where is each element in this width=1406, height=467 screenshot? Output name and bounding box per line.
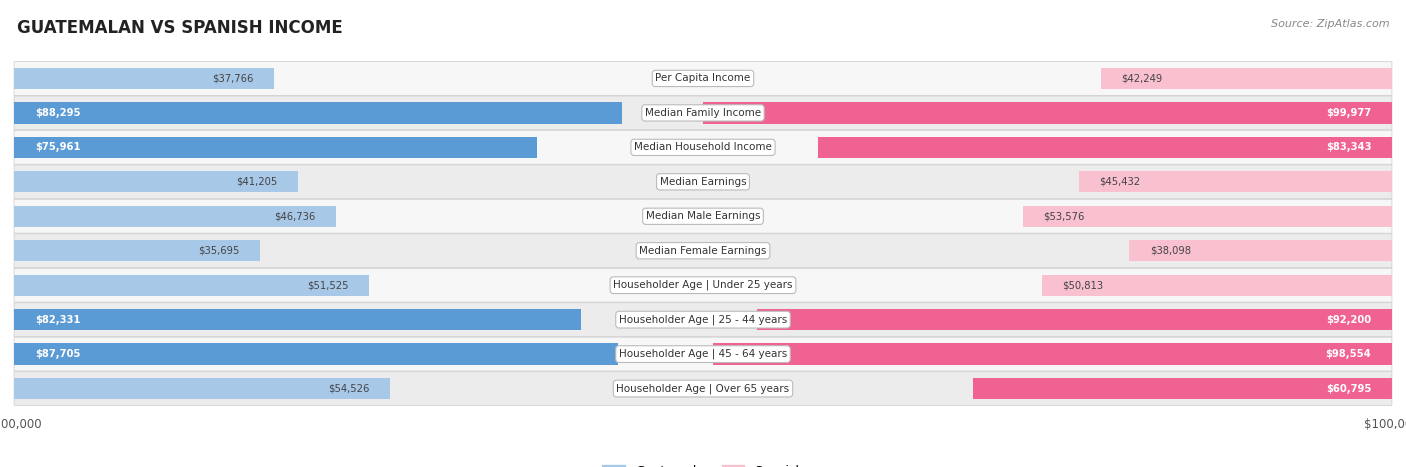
Text: $53,576: $53,576 xyxy=(1043,211,1085,221)
Text: Householder Age | 45 - 64 years: Householder Age | 45 - 64 years xyxy=(619,349,787,359)
Bar xyxy=(14,171,298,192)
Bar xyxy=(14,343,619,365)
FancyBboxPatch shape xyxy=(14,372,1392,405)
Text: GUATEMALAN VS SPANISH INCOME: GUATEMALAN VS SPANISH INCOME xyxy=(17,19,343,37)
Bar xyxy=(756,309,1392,330)
Bar xyxy=(14,378,389,399)
Text: $87,705: $87,705 xyxy=(35,349,80,359)
Legend: Guatemalan, Spanish: Guatemalan, Spanish xyxy=(598,460,808,467)
Text: Source: ZipAtlas.com: Source: ZipAtlas.com xyxy=(1271,19,1389,28)
Bar xyxy=(14,240,260,262)
Text: $83,343: $83,343 xyxy=(1326,142,1371,152)
Bar xyxy=(1101,68,1392,89)
Text: $88,295: $88,295 xyxy=(35,108,80,118)
Text: $60,795: $60,795 xyxy=(1326,383,1371,394)
Text: $98,554: $98,554 xyxy=(1326,349,1371,359)
Bar xyxy=(14,205,336,227)
Text: $75,961: $75,961 xyxy=(35,142,80,152)
Text: Median Household Income: Median Household Income xyxy=(634,142,772,152)
Text: $37,766: $37,766 xyxy=(212,73,253,84)
Bar xyxy=(1022,205,1392,227)
Bar xyxy=(14,309,581,330)
Text: Median Female Earnings: Median Female Earnings xyxy=(640,246,766,256)
Text: Householder Age | Over 65 years: Householder Age | Over 65 years xyxy=(616,383,790,394)
Bar xyxy=(1078,171,1392,192)
Text: Householder Age | 25 - 44 years: Householder Age | 25 - 44 years xyxy=(619,314,787,325)
FancyBboxPatch shape xyxy=(14,234,1392,268)
Text: Median Family Income: Median Family Income xyxy=(645,108,761,118)
Text: $41,205: $41,205 xyxy=(236,177,277,187)
Text: Householder Age | Under 25 years: Householder Age | Under 25 years xyxy=(613,280,793,290)
Text: $35,695: $35,695 xyxy=(198,246,239,256)
FancyBboxPatch shape xyxy=(14,269,1392,302)
FancyBboxPatch shape xyxy=(14,130,1392,164)
Text: Per Capita Income: Per Capita Income xyxy=(655,73,751,84)
Bar xyxy=(703,102,1392,124)
Bar xyxy=(1042,275,1392,296)
Bar xyxy=(818,137,1392,158)
Bar xyxy=(14,137,537,158)
Text: Median Earnings: Median Earnings xyxy=(659,177,747,187)
Bar xyxy=(14,102,623,124)
Bar xyxy=(14,68,274,89)
Text: $46,736: $46,736 xyxy=(274,211,315,221)
FancyBboxPatch shape xyxy=(14,62,1392,95)
Text: $51,525: $51,525 xyxy=(307,280,349,290)
Text: Median Male Earnings: Median Male Earnings xyxy=(645,211,761,221)
Bar xyxy=(713,343,1392,365)
Text: $50,813: $50,813 xyxy=(1063,280,1104,290)
Bar xyxy=(1129,240,1392,262)
Text: $92,200: $92,200 xyxy=(1326,315,1371,325)
Text: $38,098: $38,098 xyxy=(1150,246,1191,256)
Bar xyxy=(973,378,1392,399)
Text: $54,526: $54,526 xyxy=(328,383,368,394)
Bar xyxy=(14,275,368,296)
Text: $99,977: $99,977 xyxy=(1326,108,1371,118)
FancyBboxPatch shape xyxy=(14,96,1392,130)
FancyBboxPatch shape xyxy=(14,199,1392,233)
Text: $45,432: $45,432 xyxy=(1099,177,1140,187)
Text: $42,249: $42,249 xyxy=(1122,73,1163,84)
FancyBboxPatch shape xyxy=(14,303,1392,337)
Text: $82,331: $82,331 xyxy=(35,315,80,325)
FancyBboxPatch shape xyxy=(14,165,1392,198)
FancyBboxPatch shape xyxy=(14,337,1392,371)
